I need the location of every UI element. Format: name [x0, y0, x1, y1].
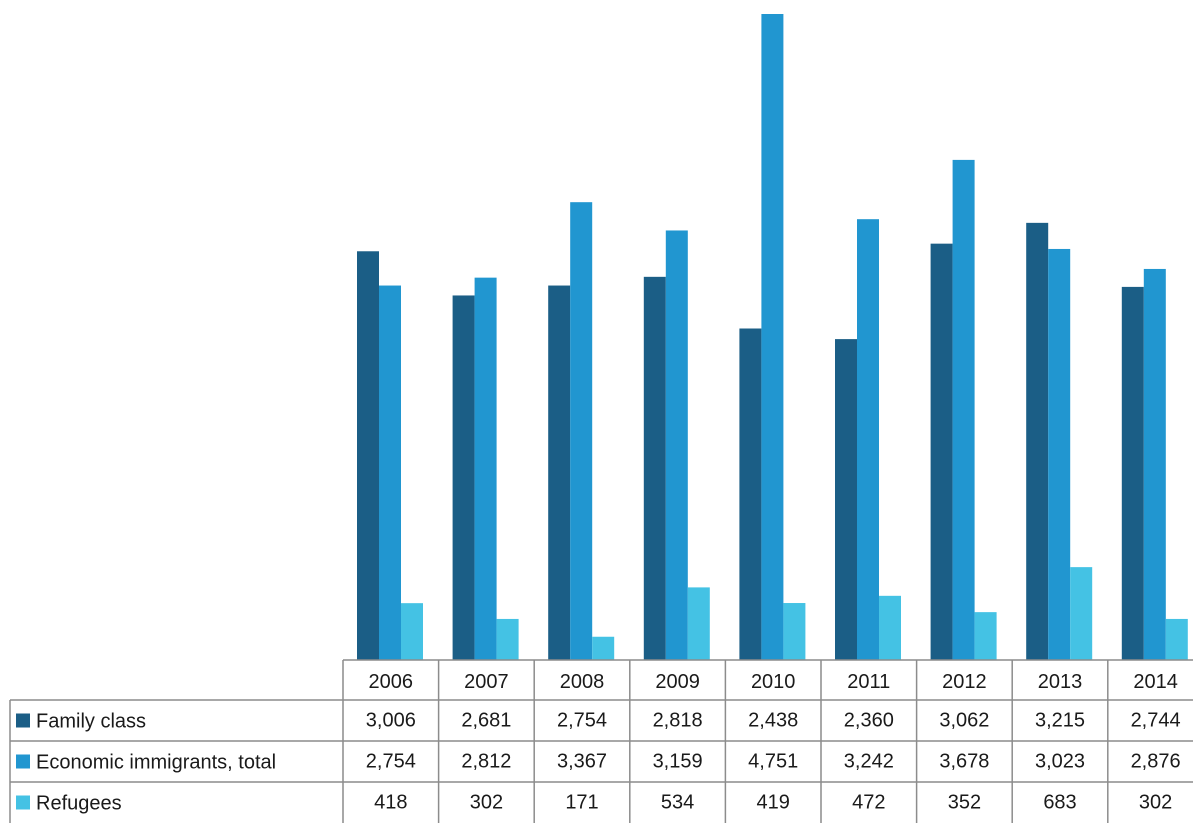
- data-label: 3,678: [939, 751, 989, 773]
- bar-family-2007: [452, 295, 475, 660]
- x-tick-label: 2014: [1133, 671, 1178, 693]
- legend-swatch-family: [16, 713, 30, 728]
- x-tick-label: 2006: [369, 671, 414, 693]
- data-label: 4,751: [748, 751, 798, 773]
- legend-swatch-refugees: [16, 795, 30, 810]
- bar-family-2014: [1121, 286, 1144, 660]
- bar-refugees-2006: [401, 603, 423, 660]
- bar-refugees-2014: [1165, 618, 1188, 660]
- bar-refugees-2007: [496, 618, 519, 660]
- legend-swatch-economic: [16, 754, 30, 769]
- legend-label: Refugees: [36, 793, 122, 815]
- data-label: 418: [374, 792, 407, 814]
- data-label: 3,023: [1035, 751, 1085, 773]
- bar-economic-2008: [570, 202, 593, 660]
- bar-family-2009: [643, 276, 666, 660]
- x-tick-label: 2013: [1038, 671, 1083, 693]
- data-label: 683: [1043, 792, 1076, 814]
- data-label: 3,006: [366, 710, 416, 732]
- data-label: 3,367: [557, 751, 607, 773]
- bar-economic-2006: [379, 285, 401, 660]
- x-tick-label: 2008: [560, 671, 605, 693]
- bar-economic-2012: [952, 159, 975, 660]
- bar-economic-2010: [761, 14, 784, 660]
- data-label: 302: [470, 792, 503, 814]
- bar-economic-2013: [1048, 248, 1071, 660]
- bar-economic-2007: [474, 277, 497, 660]
- bar-economic-2009: [665, 230, 688, 660]
- data-label: 2,681: [461, 710, 511, 732]
- data-label: 171: [565, 792, 598, 814]
- data-label: 352: [948, 792, 981, 814]
- data-label: 3,159: [653, 751, 703, 773]
- x-tick-label: 2007: [464, 671, 509, 693]
- bar-refugees-2013: [1070, 567, 1093, 660]
- data-label: 3,215: [1035, 710, 1085, 732]
- data-label: 2,812: [461, 751, 511, 773]
- legend-label: Economic immigrants, total: [36, 752, 276, 774]
- legend-label: Family class: [36, 711, 146, 733]
- data-label: 2,876: [1131, 751, 1181, 773]
- data-label: 3,062: [939, 710, 989, 732]
- bar-economic-2014: [1143, 268, 1166, 660]
- bar-family-2013: [1026, 222, 1049, 660]
- bar-family-2011: [835, 339, 857, 660]
- data-label: 2,818: [653, 710, 703, 732]
- data-label: 2,754: [557, 710, 607, 732]
- data-label: 472: [852, 792, 885, 814]
- bar-family-2012: [930, 243, 953, 661]
- data-label: 419: [757, 792, 790, 814]
- x-tick-label: 2010: [751, 671, 796, 693]
- bar-refugees-2009: [687, 587, 710, 660]
- bar-refugees-2011: [879, 595, 901, 660]
- data-label: 2,754: [366, 751, 416, 773]
- bar-refugees-2008: [592, 636, 615, 660]
- data-label: 534: [661, 792, 694, 814]
- data-label: 3,242: [844, 751, 894, 773]
- bar-economic-2011: [857, 219, 879, 661]
- bar-family-2010: [739, 328, 762, 660]
- bar-refugees-2010: [783, 603, 806, 660]
- bar-family-2006: [357, 251, 379, 660]
- x-tick-label: 2011: [847, 671, 890, 693]
- bar-family-2008: [548, 285, 571, 660]
- data-label: 2,744: [1131, 710, 1181, 732]
- data-label: 2,438: [748, 710, 798, 732]
- x-tick-label: 2009: [655, 671, 700, 693]
- data-label: 2,360: [844, 710, 894, 732]
- bar-refugees-2012: [974, 612, 997, 660]
- x-tick-label: 2012: [942, 671, 987, 693]
- data-label: 302: [1139, 792, 1172, 814]
